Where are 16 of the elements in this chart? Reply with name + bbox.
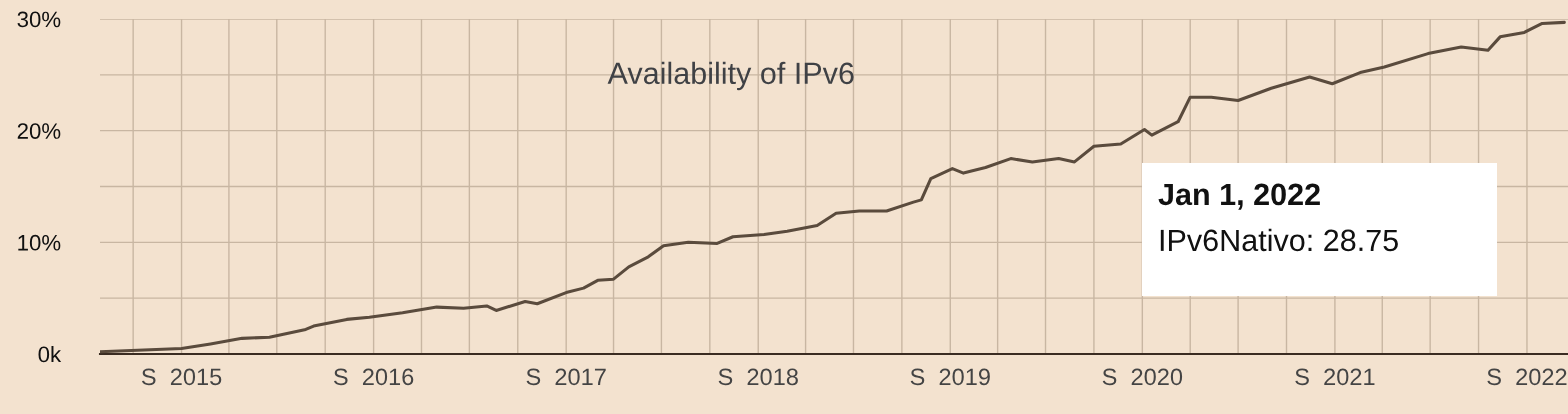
x-tick-label: S 2022 (1487, 368, 1567, 386)
text: Availability of IPv6 (607, 61, 854, 91)
x-tick-label: S 2018 (718, 368, 798, 386)
y-tick-label: 0k (38, 345, 62, 363)
x-tick-label: S 2017 (526, 368, 606, 386)
x-tick-label: S 2021 (1295, 368, 1375, 386)
x-tick-label: S 2020 (1102, 368, 1183, 386)
y-tick-label: 20% (17, 123, 61, 139)
y-tick-label: 10% (18, 234, 61, 251)
line-series (100, 20, 1566, 354)
x-tick-label: S 2016 (333, 368, 414, 386)
x-tick-label: S 2019 (910, 368, 990, 386)
annotation: Jan 1, 2022 (1158, 183, 1320, 210)
x-tick-label: S 2015 (141, 368, 222, 386)
y-tick-label: 30% (17, 11, 61, 28)
annotation: IPv6Nativo: 28.75 (1160, 228, 1398, 252)
